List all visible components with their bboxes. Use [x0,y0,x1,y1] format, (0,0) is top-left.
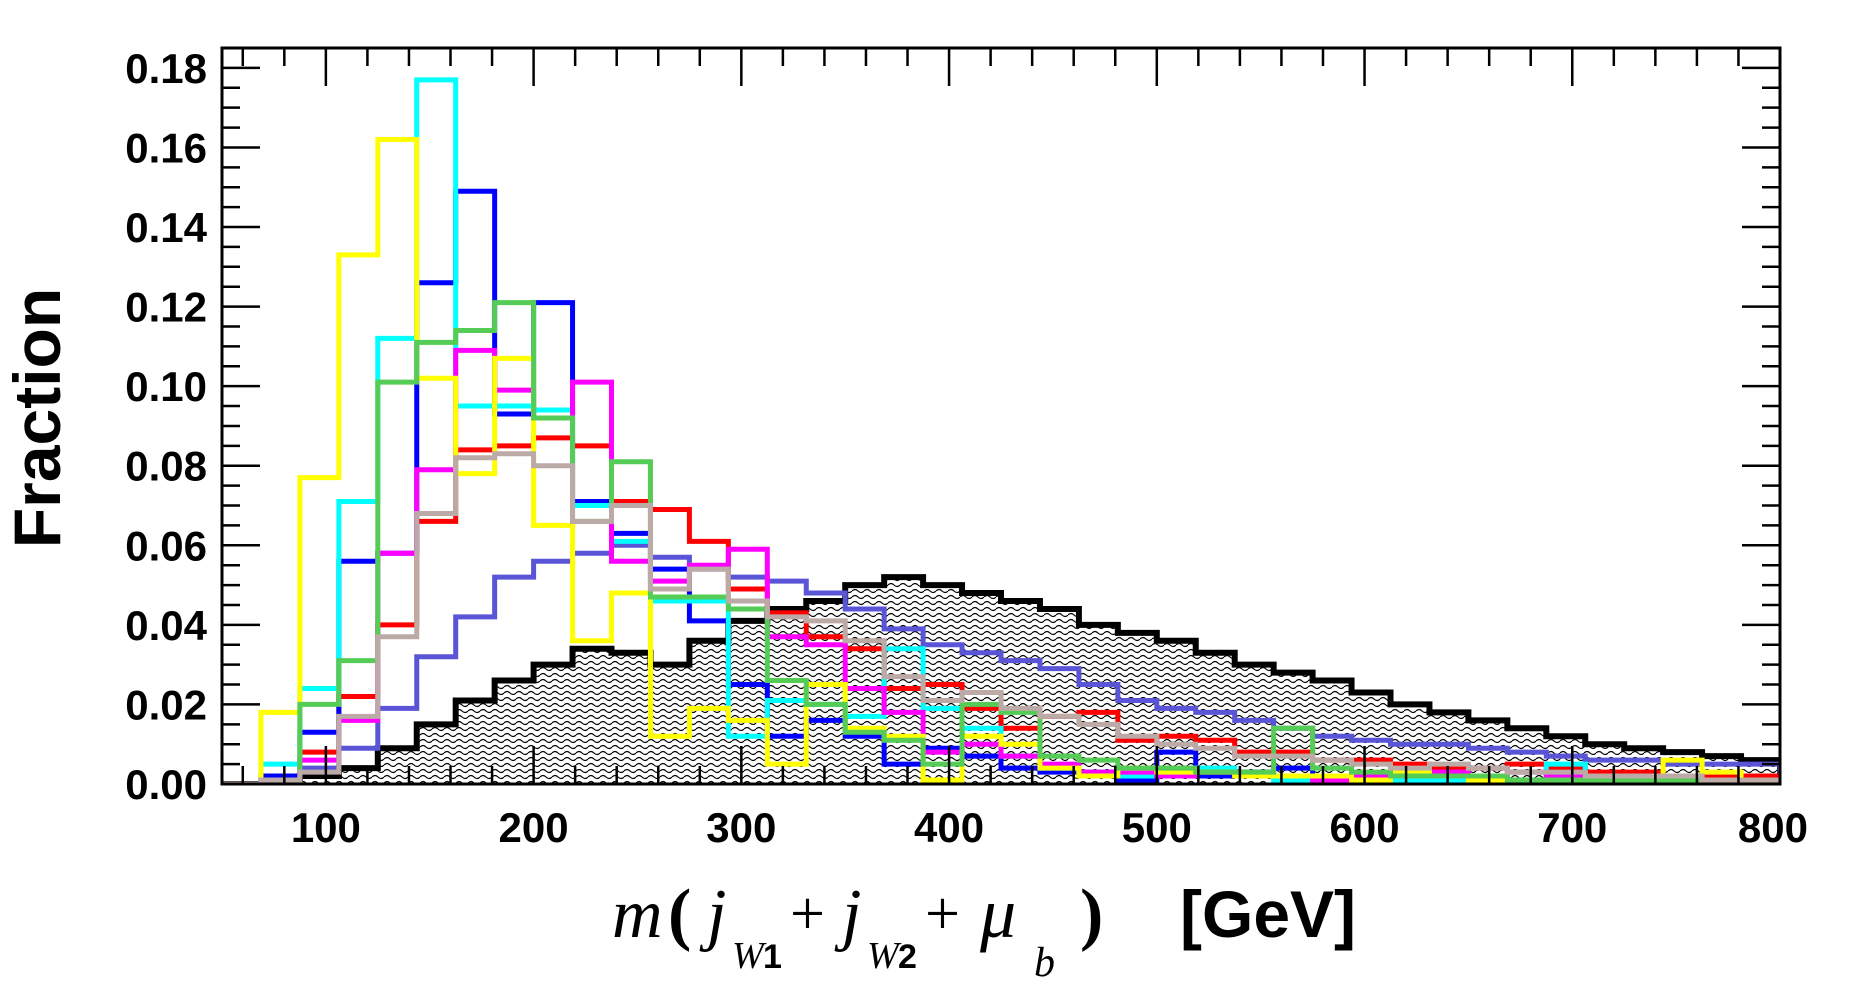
x-title-plus-2: + [925,880,960,948]
x-title-w1-num: 1 [763,938,782,976]
x-title-b-sub: b [1034,940,1055,986]
plot-frame [220,46,1782,786]
y-tick-label: 0.16 [125,124,207,171]
y-tick-label: 0.04 [125,602,207,649]
x-tick-label: 600 [1329,804,1399,851]
y-tick-label: 0.00 [125,761,207,808]
series-gray-line [222,451,1780,784]
x-tick-labels: 100 200 300 400 500 600 700 800 [291,804,1808,851]
series-green-line [222,300,1780,784]
y-tick-label: 0.12 [125,284,207,331]
x-title-close-paren: ) [1080,876,1103,953]
x-title-mu: μ [979,873,1016,953]
axis-ticks [222,46,1782,786]
x-tick-label: 300 [706,804,776,851]
x-title-w2-sub: W [867,935,902,977]
series-background-fill [222,577,1780,784]
histogram-series [222,77,1780,784]
series-background-line [222,574,1780,784]
x-tick-label: 500 [1122,804,1192,851]
x-title-plus-1: + [790,880,825,948]
x-axis-title: m ( j W 1 + j W 2 + μ b ) [GeV] [612,873,1356,986]
x-title-unit: [GeV] [1180,877,1356,951]
x-title-j1: j [699,876,726,953]
series-yellow-line [222,137,1780,784]
x-title-j2: j [834,876,861,953]
x-tick-label: 100 [291,804,361,851]
y-tick-label: 0.18 [125,45,207,92]
series-slateblue-line [222,542,1780,784]
y-axis-title: Fraction [0,288,74,548]
y-tick-label: 0.02 [125,681,207,728]
x-title-w2-num: 2 [898,938,917,976]
x-title-open-paren: ( [668,876,691,953]
y-tick-label: 0.08 [125,443,207,490]
y-tick-label: 0.06 [125,522,207,569]
y-tick-label: 0.14 [125,204,207,251]
x-tick-label: 200 [499,804,569,851]
y-tick-labels: 0.00 0.02 0.04 0.06 0.08 0.10 0.12 0.14 0.16 0.18 [125,45,207,808]
y-tick-label: 0.10 [125,363,207,410]
x-title-m: m [612,876,663,953]
x-title-w1-sub: W [732,935,767,977]
x-tick-label: 400 [914,804,984,851]
x-tick-label: 700 [1537,804,1607,851]
x-tick-label: 800 [1738,804,1808,851]
